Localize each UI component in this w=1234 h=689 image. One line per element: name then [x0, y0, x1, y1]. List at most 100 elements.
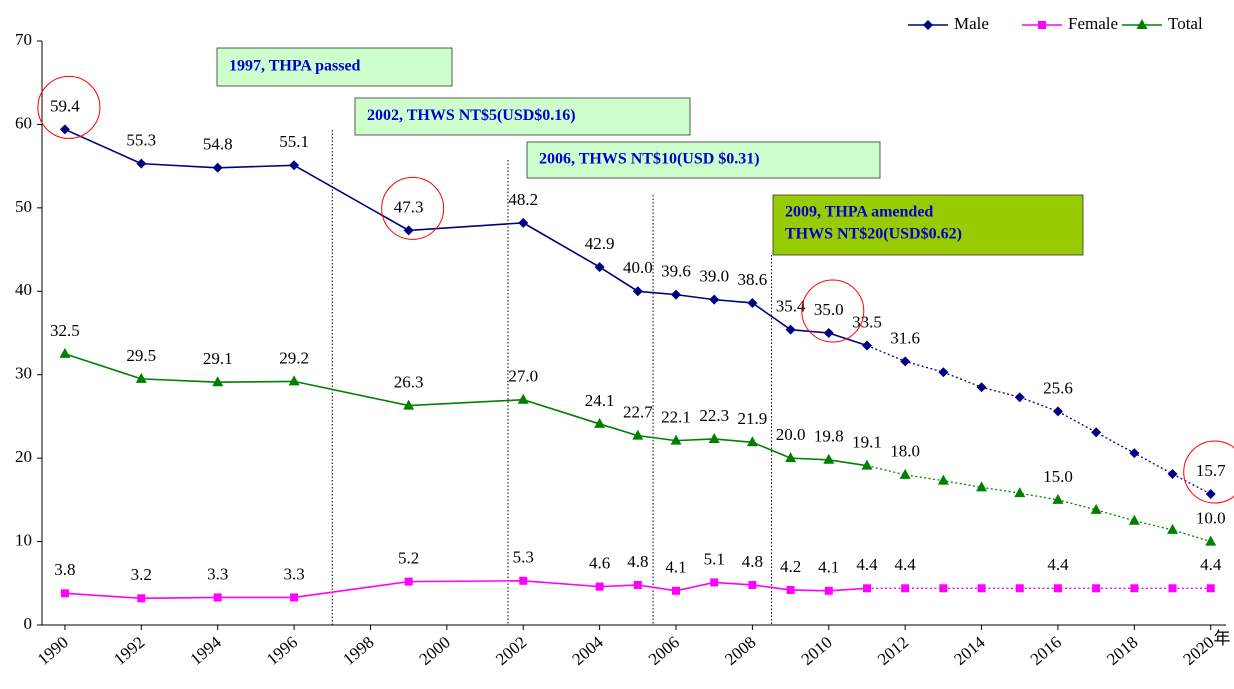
marker [1092, 584, 1101, 593]
marker [633, 580, 642, 589]
legend-marker [1038, 21, 1046, 29]
y-tick-label: 10 [15, 530, 32, 549]
x-tick-label: 1990 [34, 633, 72, 669]
data-label: 15.0 [1043, 467, 1073, 486]
data-label: 35.0 [814, 300, 844, 319]
data-label: 25.6 [1043, 378, 1073, 397]
data-label: 29.2 [279, 348, 309, 367]
x-tick-label: 1992 [110, 633, 148, 669]
data-label: 15.7 [1196, 461, 1226, 480]
marker [1167, 468, 1178, 479]
legend-label: Female [1068, 14, 1118, 33]
marker [1091, 427, 1102, 438]
x-tick-label: 1996 [263, 633, 301, 669]
data-label: 33.5 [852, 312, 882, 331]
y-tick-label: 20 [15, 447, 32, 466]
y-tick-label: 40 [15, 280, 32, 299]
data-label: 29.5 [126, 346, 156, 365]
legend-item: Total [1122, 14, 1203, 33]
marker [212, 162, 223, 173]
marker [403, 399, 415, 410]
data-label: 42.9 [585, 234, 615, 253]
marker [213, 593, 222, 602]
marker [1130, 584, 1139, 593]
data-label: 5.3 [513, 548, 534, 567]
data-label: 55.1 [279, 132, 309, 151]
marker [823, 453, 835, 464]
marker [1052, 493, 1064, 504]
data-label: 27.0 [508, 367, 538, 386]
marker [404, 577, 413, 586]
marker [937, 474, 949, 485]
marker [785, 452, 797, 463]
annotation-text: 2002, THWS NT$5(USD$0.16) [367, 107, 576, 124]
data-label: 55.3 [126, 131, 156, 150]
data-label: 3.3 [207, 564, 228, 583]
data-label: 4.4 [1047, 555, 1069, 574]
data-label: 47.3 [394, 197, 424, 216]
x-tick-label: 2004 [568, 632, 607, 669]
legend-marker [1136, 19, 1148, 29]
legend-label: Male [954, 14, 989, 33]
x-axis-label: 年 [1214, 629, 1231, 648]
data-label: 38.6 [738, 270, 768, 289]
annotation-box [526, 141, 881, 179]
marker [862, 584, 871, 593]
annotation-text: THWS NT$20(USD$0.62) [785, 226, 962, 243]
annotation-text: 2006, THWS NT$10(USD $0.31) [539, 151, 760, 168]
marker [594, 417, 606, 428]
series-line [866, 344, 1212, 495]
highlight-circle [381, 176, 445, 240]
highlight-circle [1183, 440, 1234, 504]
x-tick-label: 1998 [339, 633, 377, 669]
marker [900, 356, 911, 367]
data-label: 59.4 [50, 96, 80, 115]
data-label: 40.0 [623, 258, 653, 277]
marker [135, 372, 147, 383]
marker [1128, 514, 1140, 525]
data-label: 35.4 [776, 297, 806, 316]
series-line [866, 465, 1211, 543]
marker [1129, 448, 1140, 459]
data-label: 31.6 [890, 328, 920, 347]
marker [901, 584, 910, 593]
marker [1168, 584, 1177, 593]
data-label: 20.0 [776, 425, 806, 444]
marker [1014, 487, 1026, 498]
marker [289, 160, 300, 171]
marker [747, 297, 758, 308]
marker [60, 589, 69, 598]
marker [708, 432, 720, 443]
marker [976, 481, 988, 492]
marker [290, 593, 299, 602]
y-tick-label: 30 [15, 364, 32, 383]
annotation-text: 1997, THPA passed [229, 58, 361, 75]
data-label: 5.1 [704, 549, 725, 568]
marker [671, 289, 682, 300]
marker [1167, 523, 1179, 534]
data-label: 26.3 [394, 372, 424, 391]
x-tick-label: 2020 [1180, 633, 1218, 669]
data-label: 4.4 [895, 555, 917, 574]
marker [709, 294, 720, 305]
data-label: 5.2 [398, 549, 419, 568]
marker [938, 367, 949, 378]
y-tick-label: 60 [15, 113, 32, 132]
marker [861, 459, 873, 470]
marker [594, 262, 605, 273]
x-tick-label: 2018 [1103, 633, 1141, 669]
data-label: 4.8 [742, 552, 763, 571]
data-label: 4.1 [818, 558, 839, 577]
y-tick-label: 0 [24, 614, 33, 633]
x-tick-label: 2014 [950, 632, 989, 669]
data-label: 19.8 [814, 427, 844, 446]
legend-item: Female [1022, 14, 1118, 33]
marker [710, 578, 719, 587]
annotation-box [216, 47, 453, 87]
legend-label: Total [1168, 14, 1203, 33]
marker [670, 434, 682, 445]
data-label: 3.3 [283, 564, 304, 583]
data-label: 48.2 [508, 190, 538, 209]
marker [59, 347, 71, 358]
data-label: 3.2 [131, 565, 152, 584]
